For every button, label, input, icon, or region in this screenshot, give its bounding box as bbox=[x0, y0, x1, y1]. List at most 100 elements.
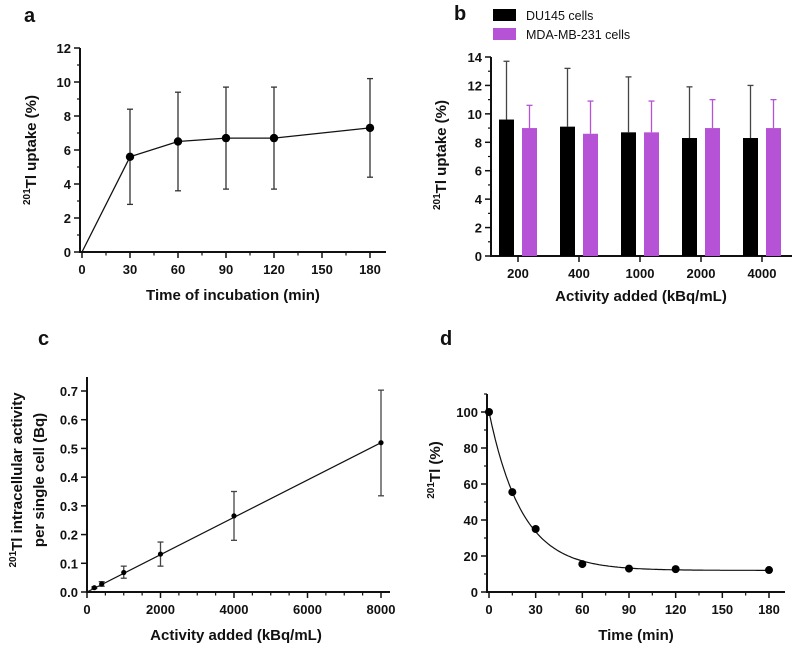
bar-du145 bbox=[560, 126, 575, 257]
data-point bbox=[173, 137, 183, 146]
y-axis-label-superscript: 201 bbox=[8, 550, 19, 567]
data-point bbox=[671, 565, 680, 574]
fit-curve bbox=[488, 411, 769, 571]
y-tick-label: 40 bbox=[464, 513, 478, 528]
data-point bbox=[157, 551, 164, 557]
panel-letter-b: b bbox=[454, 3, 466, 25]
legend: DU145 cells MDA-MB-231 cells bbox=[493, 9, 630, 42]
x-tick-label: 2000 bbox=[687, 266, 716, 281]
y-axis-label-line2: per single cell (Bq) bbox=[31, 413, 48, 547]
x-tick-label: 60 bbox=[171, 262, 185, 277]
x-tick-label: 90 bbox=[219, 262, 233, 277]
x-axis-label: Time (min) bbox=[598, 627, 674, 644]
y-tick-label: 2 bbox=[64, 211, 71, 226]
x-tick-label: 400 bbox=[568, 266, 590, 281]
legend-label: MDA-MB-231 cells bbox=[526, 28, 630, 42]
bar-mda-mb-231 bbox=[583, 133, 598, 256]
x-tick-label: 180 bbox=[359, 262, 381, 277]
y-tick-label: 0.3 bbox=[60, 499, 78, 514]
y-tick-label: 6 bbox=[64, 143, 71, 158]
y-axis-label-superscript: 201 bbox=[426, 482, 437, 499]
x-tick-label: 4000 bbox=[748, 266, 777, 281]
data-point bbox=[625, 564, 633, 573]
panel-d: d 0 20 40 60 80 100 0 30 60 90 120 150 180 Time (min) 2… bbox=[426, 328, 785, 644]
x-tick-label: 200 bbox=[507, 266, 529, 281]
y-axis-label-text: Tl uptake (%) bbox=[23, 95, 40, 188]
y-tick-label: 0.0 bbox=[60, 585, 78, 600]
panel-letter-a: a bbox=[24, 5, 36, 27]
bar-du145 bbox=[743, 138, 758, 256]
x-tick-label: 4000 bbox=[220, 602, 249, 617]
legend-swatch bbox=[493, 28, 516, 40]
y-axis-label-superscript: 201 bbox=[432, 193, 443, 210]
y-axis-label: 201Tl uptake (%) bbox=[432, 100, 450, 210]
x-tick-label: 150 bbox=[711, 602, 733, 617]
bar-mda-mb-231 bbox=[644, 132, 659, 256]
data-point bbox=[378, 440, 384, 446]
data-point bbox=[531, 525, 540, 533]
data-point bbox=[269, 133, 279, 143]
x-tick-label: 90 bbox=[622, 602, 636, 617]
x-tick-label: 120 bbox=[665, 602, 687, 617]
data-point bbox=[125, 152, 135, 161]
x-tick-label: 0 bbox=[485, 602, 492, 617]
x-tick-label: 6000 bbox=[293, 602, 322, 617]
bar-mda-mb-231 bbox=[705, 128, 720, 256]
x-axis-label: Activity added (kBq/mL) bbox=[150, 627, 322, 644]
bar-du145 bbox=[621, 132, 636, 256]
y-tick-label: 60 bbox=[464, 477, 478, 492]
panel-c: c 0.0 0.1 0.2 0.3 0.4 0.5 0.6 0.7 0 2000 4000 6000 80… bbox=[8, 328, 395, 644]
y-axis-label-text: Tl uptake (%) bbox=[433, 100, 450, 193]
x-tick-label: 30 bbox=[528, 602, 542, 617]
y-tick-label: 8 bbox=[64, 109, 71, 124]
bar-mda-mb-231 bbox=[766, 128, 781, 256]
y-tick-label: 4 bbox=[475, 192, 483, 207]
y-tick-label: 0 bbox=[475, 249, 482, 264]
y-tick-label: 6 bbox=[475, 164, 482, 179]
x-tick-label: 0 bbox=[83, 602, 90, 617]
y-tick-label: 0.1 bbox=[60, 556, 78, 571]
y-tick-label: 80 bbox=[464, 441, 478, 456]
y-tick-label: 0.5 bbox=[60, 441, 78, 456]
legend-label: DU145 cells bbox=[526, 9, 593, 23]
y-tick-label: 0 bbox=[64, 245, 71, 260]
legend-swatch bbox=[493, 9, 516, 21]
y-tick-label: 10 bbox=[57, 75, 71, 90]
bar-du145 bbox=[682, 138, 697, 256]
x-tick-label: 1000 bbox=[626, 266, 655, 281]
y-tick-label: 0 bbox=[471, 585, 478, 600]
y-axis-label: 201Tl (%) bbox=[426, 441, 444, 499]
x-tick-label: 0 bbox=[78, 262, 85, 277]
y-tick-label: 10 bbox=[468, 107, 482, 122]
x-tick-label: 180 bbox=[758, 602, 780, 617]
x-tick-label: 2000 bbox=[146, 602, 175, 617]
panel-b: b 0 2 4 6 8 10 12 14 200 400 1000 2000 4000 Activity a… bbox=[432, 3, 792, 305]
y-axis-label-text: Tl (%) bbox=[427, 441, 444, 482]
y-tick-label: 0.4 bbox=[60, 470, 79, 485]
bar-du145 bbox=[499, 119, 514, 257]
series-line bbox=[81, 127, 371, 253]
data-point bbox=[508, 488, 517, 497]
panel-letter-d: d bbox=[440, 328, 452, 350]
y-tick-label: 2 bbox=[475, 221, 482, 236]
data-point bbox=[91, 585, 97, 591]
y-tick-label: 14 bbox=[468, 50, 483, 65]
y-tick-label: 20 bbox=[464, 549, 478, 564]
y-tick-label: 0.6 bbox=[60, 413, 78, 428]
data-point bbox=[121, 569, 127, 576]
data-point bbox=[365, 123, 375, 133]
panel-letter-c: c bbox=[38, 328, 49, 350]
data-point bbox=[578, 560, 587, 569]
y-tick-label: 0.2 bbox=[60, 528, 78, 543]
y-tick-label: 100 bbox=[456, 405, 478, 420]
x-tick-label: 8000 bbox=[367, 602, 396, 617]
x-axis-label: Activity added (kBq/mL) bbox=[555, 288, 727, 305]
y-axis-label-text: Tl intracellular activity bbox=[9, 392, 26, 551]
data-point bbox=[231, 513, 237, 519]
data-point bbox=[485, 408, 493, 416]
y-tick-label: 4 bbox=[64, 177, 72, 192]
data-point bbox=[765, 566, 773, 575]
y-tick-label: 12 bbox=[468, 78, 482, 93]
